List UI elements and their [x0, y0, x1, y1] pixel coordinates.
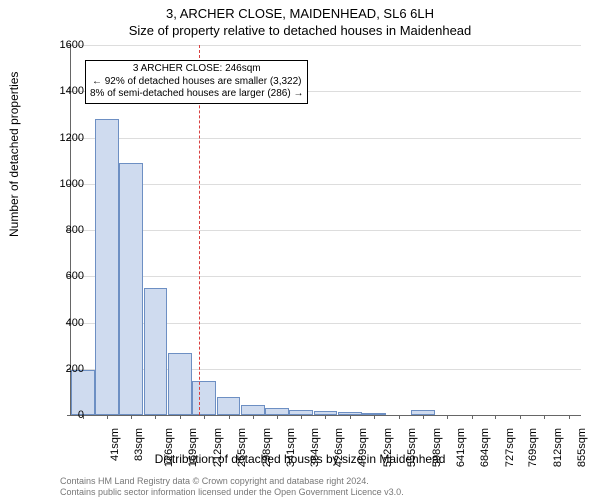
xtick-label: 341sqm — [285, 428, 297, 467]
xtick-mark — [131, 415, 132, 419]
annotation-line2: ← 92% of detached houses are smaller (3,… — [90, 76, 303, 89]
xtick-label: 83sqm — [133, 428, 145, 461]
xtick-label: 769sqm — [528, 428, 540, 467]
xtick-mark — [277, 415, 278, 419]
gridline — [71, 230, 581, 231]
xtick-mark — [399, 415, 400, 419]
ytick-label: 1000 — [60, 178, 84, 190]
xtick-mark — [520, 415, 521, 419]
ytick-label: 1200 — [60, 132, 84, 144]
xtick-label: 555sqm — [406, 428, 418, 467]
xtick-label: 426sqm — [333, 428, 345, 467]
xtick-label: 641sqm — [455, 428, 467, 467]
xtick-mark — [155, 415, 156, 419]
xtick-label: 855sqm — [576, 428, 588, 467]
xtick-mark — [253, 415, 254, 419]
xtick-mark — [325, 415, 326, 419]
y-axis-label: Number of detached properties — [7, 72, 21, 237]
chart-container: 3, ARCHER CLOSE, MAIDENHEAD, SL6 6LH Siz… — [0, 0, 600, 500]
annotation-box: 3 ARCHER CLOSE: 246sqm ← 92% of detached… — [85, 60, 308, 104]
xtick-label: 512sqm — [382, 428, 394, 467]
xtick-label: 212sqm — [212, 428, 224, 467]
xtick-label: 598sqm — [431, 428, 443, 467]
ytick-label: 1600 — [60, 39, 84, 51]
ytick-label: 1400 — [60, 85, 84, 97]
xtick-mark — [495, 415, 496, 419]
xtick-mark — [350, 415, 351, 419]
xtick-mark — [180, 415, 181, 419]
ytick-mark — [67, 415, 71, 416]
ytick-label: 200 — [66, 363, 84, 375]
chart-title-line2: Size of property relative to detached ho… — [0, 23, 600, 38]
xtick-mark — [107, 415, 108, 419]
histogram-bar — [144, 288, 168, 415]
xtick-mark — [472, 415, 473, 419]
histogram-bar — [241, 405, 265, 415]
gridline — [71, 45, 581, 46]
xtick-mark — [544, 415, 545, 419]
histogram-bar — [265, 408, 289, 415]
xtick-mark — [204, 415, 205, 419]
copyright-line2: Contains public sector information licen… — [60, 487, 404, 498]
xtick-mark — [301, 415, 302, 419]
copyright-notice: Contains HM Land Registry data © Crown c… — [60, 476, 404, 498]
xtick-mark — [423, 415, 424, 419]
ytick-label: 400 — [66, 317, 84, 329]
histogram-bar — [217, 397, 241, 416]
copyright-line1: Contains HM Land Registry data © Crown c… — [60, 476, 404, 487]
xtick-mark — [229, 415, 230, 419]
histogram-bar — [119, 163, 143, 415]
xtick-label: 169sqm — [188, 428, 200, 467]
xtick-label: 126sqm — [163, 428, 175, 467]
xtick-label: 255sqm — [236, 428, 248, 467]
annotation-line3: 8% of semi-detached houses are larger (2… — [90, 88, 303, 101]
xtick-label: 298sqm — [261, 428, 273, 467]
xtick-mark — [447, 415, 448, 419]
histogram-bar — [192, 381, 216, 415]
xtick-mark — [569, 415, 570, 419]
xtick-label: 469sqm — [358, 428, 370, 467]
xtick-mark — [374, 415, 375, 419]
gridline — [71, 276, 581, 277]
xtick-label: 812sqm — [552, 428, 564, 467]
xtick-label: 684sqm — [479, 428, 491, 467]
histogram-bar — [168, 353, 192, 415]
xtick-label: 727sqm — [504, 428, 516, 467]
annotation-line1: 3 ARCHER CLOSE: 246sqm — [90, 63, 303, 76]
ytick-label: 0 — [78, 409, 84, 421]
gridline — [71, 138, 581, 139]
xtick-label: 41sqm — [109, 428, 121, 461]
chart-title-line1: 3, ARCHER CLOSE, MAIDENHEAD, SL6 6LH — [0, 6, 600, 21]
gridline — [71, 184, 581, 185]
histogram-bar — [95, 119, 119, 415]
xtick-label: 384sqm — [309, 428, 321, 467]
ytick-label: 600 — [66, 270, 84, 282]
ytick-label: 800 — [66, 224, 84, 236]
